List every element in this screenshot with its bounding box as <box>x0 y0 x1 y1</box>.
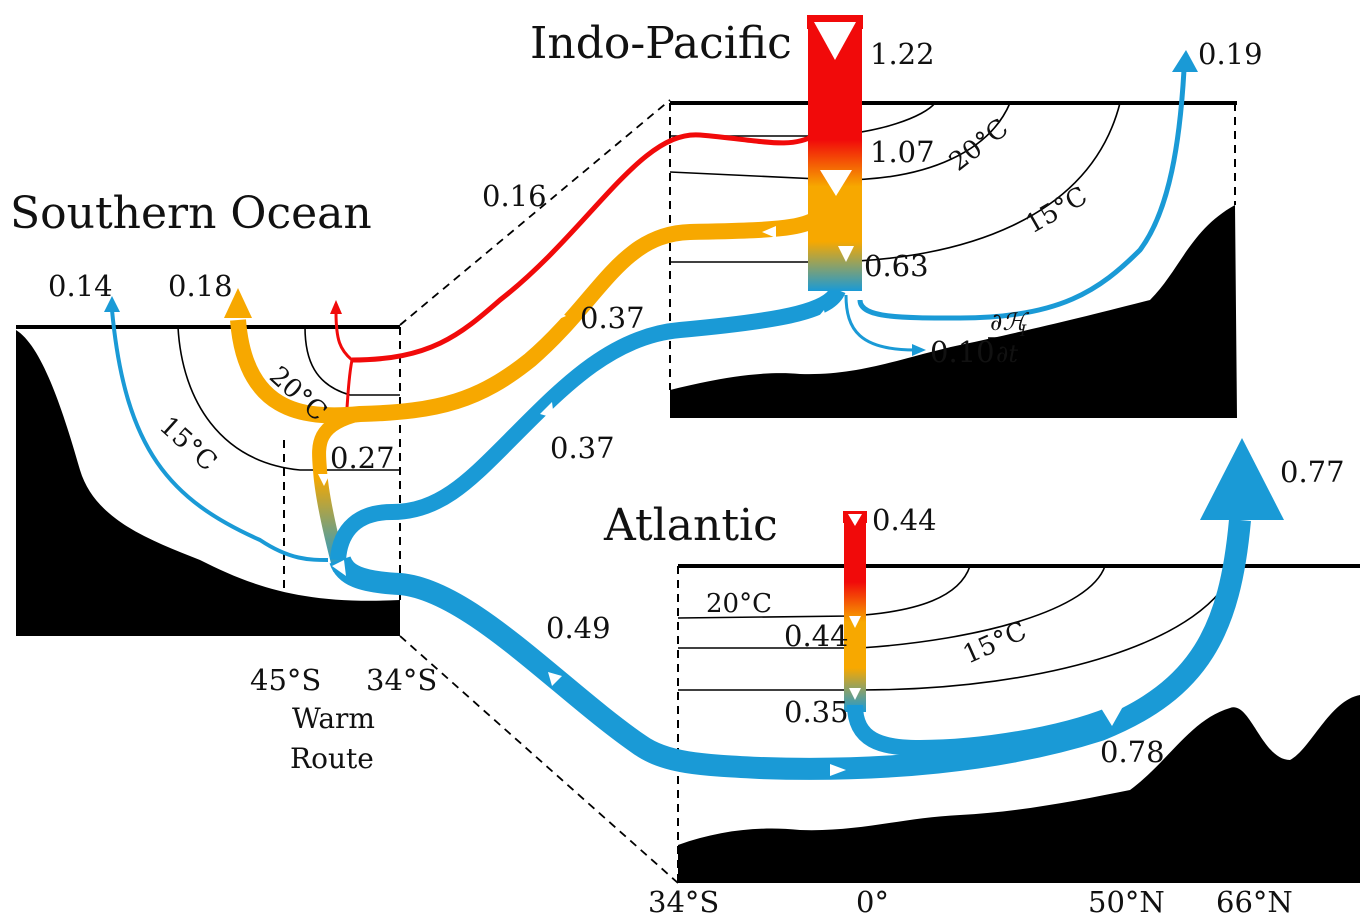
at-isotherm-20c <box>678 565 1106 649</box>
ip-isotherm-inner <box>670 102 936 137</box>
southern-ocean-panel <box>16 325 401 636</box>
connector-so-to-at <box>399 635 679 884</box>
dir-arrow-red <box>774 146 784 154</box>
blue-atlantic-north-arrowhead <box>1200 438 1284 520</box>
blue-ip-north-arrowhead <box>1172 50 1198 72</box>
ip-storage-term-numerator: ∂ℋ <box>990 308 1029 336</box>
at-mid-value: 0.44 <box>784 619 849 653</box>
orange-to-south-value: 0.37 <box>580 301 645 335</box>
at-column-arrow-low <box>849 688 861 700</box>
blue-so-thin <box>110 309 329 562</box>
dir-arrow-blue-ip-2 <box>540 402 554 418</box>
dir-arrow-blue-at-2 <box>830 764 846 776</box>
orange-up-arrowhead <box>224 288 252 318</box>
dir-arrow-so-route <box>318 474 330 486</box>
orange-flow-to-southern <box>230 202 834 424</box>
blue-flow-to-indo-pacific <box>330 286 846 561</box>
connector-so-to-ip <box>399 99 671 326</box>
ip-column-arrow-low <box>838 246 854 262</box>
so-34s-label: 34°S <box>366 663 437 697</box>
southern-ocean-seafloor <box>16 330 400 636</box>
at-deep-value: 0.35 <box>784 695 849 729</box>
at-column <box>844 512 866 712</box>
at-surface-in-value: 0.44 <box>872 503 937 537</box>
flow-paths <box>104 15 1284 780</box>
ip-storage-term: ∂ℋ I ∂t <box>988 308 1036 368</box>
dir-arrow-blue-so <box>332 560 346 576</box>
blue-so-up-arrowhead <box>104 296 120 312</box>
blue-flow-to-atlantic <box>329 519 1251 780</box>
ip-isotherm-15c-label: 15°C <box>1021 181 1093 240</box>
at-34s-label: 34°S <box>648 885 719 918</box>
ip-mid-value: 1.07 <box>870 135 935 169</box>
ip-isotherm-20c-label: 20°C <box>944 113 1014 177</box>
so-45s-label: 45°S <box>250 663 321 697</box>
ip-column-arrow-mid <box>820 170 852 196</box>
so-warm-route-value: 0.27 <box>330 441 395 475</box>
dir-arrow-orange-1 <box>762 226 776 238</box>
at-column-arrow-top <box>848 514 862 526</box>
red-split-up <box>334 311 353 362</box>
blue-to-atlantic-value: 0.49 <box>546 611 611 645</box>
blue-ip-storage-arrowhead <box>912 344 926 356</box>
southern-isotherm-15c <box>177 326 400 471</box>
ip-column <box>808 16 862 291</box>
at-50n-label: 50°N <box>1088 885 1165 918</box>
at-north-flow-value: 0.78 <box>1100 735 1165 769</box>
blue-ip-storage-flow <box>844 294 916 352</box>
warm-route-line1: Warm <box>292 702 375 735</box>
indo-pacific-title: Indo-Pacific <box>530 18 792 69</box>
at-north-out-value: 0.77 <box>1280 455 1345 489</box>
ip-deep-value: 0.63 <box>864 249 929 283</box>
atlantic-title: Atlantic <box>603 500 778 551</box>
ip-storage-value: 0.10 <box>930 335 995 369</box>
atlantic-seafloor <box>678 695 1360 883</box>
at-isotherm-20c-label: 20°C <box>706 589 772 619</box>
at-isotherm-15c <box>678 565 1236 691</box>
at-isotherm-15c-label: 15°C <box>959 616 1031 670</box>
ip-storage-term-subscript: I <box>1019 321 1027 340</box>
dir-arrow-blue-at-1 <box>548 672 562 686</box>
panel-connectors <box>399 99 679 884</box>
red-flow-to-southern <box>351 132 817 363</box>
blue-ip-north-outflow <box>857 69 1187 321</box>
at-66n-label: 66°N <box>1216 885 1293 918</box>
at-column-arrow-mid <box>849 616 861 628</box>
orange-warm-route <box>312 407 362 572</box>
red-to-south-value: 0.16 <box>482 179 547 213</box>
ip-storage-term-denominator: ∂t <box>996 340 1018 368</box>
at-column-turn <box>847 704 1113 757</box>
indo-pacific-seafloor <box>670 205 1237 418</box>
atlantic-panel <box>677 564 1360 883</box>
at-0-label: 0° <box>856 885 889 918</box>
so-orange-up-value: 0.18 <box>168 269 233 303</box>
dir-arrow-blue-at-3 <box>1096 694 1130 726</box>
warm-route-line2: Route <box>290 742 374 775</box>
red-up-arrowhead <box>330 300 342 314</box>
ip-column-arrow-top <box>814 22 856 60</box>
so-isotherm-15c-label: 15°C <box>153 411 222 477</box>
southern-ocean-title: Southern Ocean <box>10 188 372 239</box>
dir-arrow-blue-ip-north <box>1080 252 1092 264</box>
ip-surface-in-value: 1.22 <box>870 37 935 71</box>
ip-isotherm-15c <box>670 102 1121 263</box>
dir-arrow-orange-2 <box>552 306 566 322</box>
ip-north-out-value: 0.19 <box>1198 37 1263 71</box>
so-blue-up-value: 0.14 <box>48 269 113 303</box>
dir-arrow-blue-ip-1 <box>814 310 828 326</box>
blue-from-south-value: 0.37 <box>550 431 615 465</box>
